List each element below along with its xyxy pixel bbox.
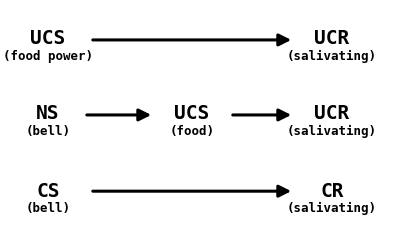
Text: (food power): (food power): [3, 50, 93, 63]
Text: (salivating): (salivating): [287, 50, 377, 63]
Text: UCR: UCR: [314, 29, 350, 48]
Text: (bell): (bell): [26, 202, 70, 215]
Text: CS: CS: [36, 182, 60, 201]
Text: (salivating): (salivating): [287, 202, 377, 215]
Text: (food): (food): [170, 125, 214, 138]
Text: CR: CR: [320, 182, 344, 201]
Text: UCR: UCR: [314, 104, 350, 123]
Text: UCS: UCS: [30, 29, 66, 48]
Text: NS: NS: [36, 104, 60, 123]
Text: UCS: UCS: [174, 104, 210, 123]
Text: (salivating): (salivating): [287, 125, 377, 138]
Text: (bell): (bell): [26, 125, 70, 138]
